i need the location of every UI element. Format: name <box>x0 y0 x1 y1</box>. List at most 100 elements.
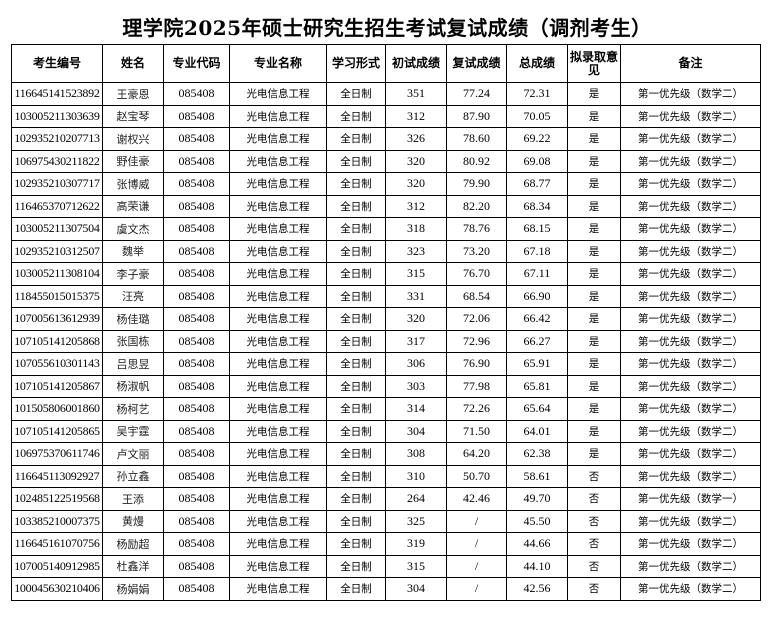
cell-admission-decision: 否 <box>567 554 621 578</box>
cell-prelim-score: 304 <box>385 577 447 601</box>
cell-major-code: 085408 <box>163 149 230 173</box>
cell-admission-decision: 是 <box>567 419 621 443</box>
cell-major-code: 085408 <box>163 307 230 331</box>
cell-retest-score: 68.54 <box>446 284 507 308</box>
table-row: 116645141523892 王豪恩 085408 光电信息工程 全日制 351 77.2… <box>11 82 761 106</box>
cell-name: 王豪恩 <box>102 82 164 106</box>
cell-total-score: 70.05 <box>506 104 568 128</box>
cell-admission-decision: 是 <box>567 82 621 106</box>
cell-remarks: 第一优先级（数学二） <box>620 194 761 218</box>
table-row: 116645113092927 孙立鑫 085408 光电信息工程 全日制 310 50.7… <box>11 464 761 488</box>
header-row: 考生编号 姓名 专业代码 专业名称 学习形式 初试成绩 复试成绩 总成绩 拟录取意见 备注 <box>11 44 761 83</box>
cell-major-code: 085408 <box>163 577 230 601</box>
cell-total-score: 42.56 <box>506 577 568 601</box>
cell-study-mode: 全日制 <box>326 127 386 151</box>
table-row: 107005613612939 杨佳璐 085408 光电信息工程 全日制 320 72.0… <box>11 307 761 331</box>
cell-retest-score: 72.26 <box>446 397 507 421</box>
cell-name: 虞文杰 <box>102 217 164 241</box>
cell-total-score: 66.90 <box>506 284 568 308</box>
cell-name: 吕思昱 <box>102 352 164 376</box>
cell-retest-score: 80.92 <box>446 149 507 173</box>
cell-prelim-score: 319 <box>385 532 447 556</box>
cell-major-name: 光电信息工程 <box>229 532 327 556</box>
cell-admission-decision: 否 <box>567 532 621 556</box>
cell-candidate-id: 107005140912985 <box>11 554 103 578</box>
cell-study-mode: 全日制 <box>326 464 386 488</box>
cell-remarks: 第一优先级（数学二） <box>620 284 761 308</box>
cell-total-score: 45.50 <box>506 509 568 533</box>
cell-study-mode: 全日制 <box>326 104 386 128</box>
cell-major-code: 085408 <box>163 262 230 286</box>
cell-admission-decision: 否 <box>567 464 621 488</box>
cell-total-score: 44.66 <box>506 532 568 556</box>
cell-name: 杨佳璐 <box>102 307 164 331</box>
table-row: 101505806001860 杨柯艺 085408 光电信息工程 全日制 314 72.2… <box>11 397 761 421</box>
cell-total-score: 69.08 <box>506 149 568 173</box>
header-name: 姓名 <box>102 44 164 83</box>
cell-name: 杜鑫洋 <box>102 554 164 578</box>
cell-retest-score: 77.24 <box>446 82 507 106</box>
cell-major-code: 085408 <box>163 239 230 263</box>
cell-major-name: 光电信息工程 <box>229 554 327 578</box>
table-row: 100045630210406 杨娟娟 085408 光电信息工程 全日制 304/42.… <box>11 577 761 601</box>
header-retest-score: 复试成绩 <box>446 44 507 83</box>
cell-prelim-score: 320 <box>385 149 447 173</box>
cell-remarks: 第一优先级（数学二） <box>620 374 761 398</box>
cell-prelim-score: 314 <box>385 397 447 421</box>
cell-candidate-id: 106975430211822 <box>11 149 103 173</box>
cell-prelim-score: 315 <box>385 554 447 578</box>
cell-candidate-id: 103005211307504 <box>11 217 103 241</box>
cell-prelim-score: 308 <box>385 442 447 466</box>
cell-remarks: 第一优先级（数学二） <box>620 149 761 173</box>
header-candidate-id: 考生编号 <box>11 44 103 83</box>
cell-study-mode: 全日制 <box>326 329 386 353</box>
cell-remarks: 第一优先级（数学二） <box>620 262 761 286</box>
cell-name: 卢文丽 <box>102 442 164 466</box>
cell-prelim-score: 310 <box>385 464 447 488</box>
cell-study-mode: 全日制 <box>326 487 386 511</box>
header-total-score: 总成绩 <box>506 44 568 83</box>
cell-remarks: 第一优先级（数学二） <box>620 172 761 196</box>
cell-major-name: 光电信息工程 <box>229 464 327 488</box>
cell-remarks: 第一优先级（数学二） <box>620 577 761 601</box>
cell-total-score: 65.64 <box>506 397 568 421</box>
cell-study-mode: 全日制 <box>326 194 386 218</box>
cell-study-mode: 全日制 <box>326 374 386 398</box>
cell-study-mode: 全日制 <box>326 149 386 173</box>
cell-retest-score: / <box>446 532 507 556</box>
header-study-mode: 学习形式 <box>326 44 386 83</box>
cell-total-score: 44.10 <box>506 554 568 578</box>
cell-admission-decision: 是 <box>567 329 621 353</box>
cell-major-code: 085408 <box>163 554 230 578</box>
cell-retest-score: 82.20 <box>446 194 507 218</box>
table-row: 102935210312507 魏举 085408 光电信息工程 全日制 323 73.20… <box>11 239 761 263</box>
cell-remarks: 第一优先级（数学二） <box>620 307 761 331</box>
cell-major-name: 光电信息工程 <box>229 127 327 151</box>
cell-candidate-id: 107105141205867 <box>11 374 103 398</box>
cell-total-score: 66.42 <box>506 307 568 331</box>
header-major-name: 专业名称 <box>229 44 327 83</box>
cell-major-code: 085408 <box>163 82 230 106</box>
cell-name: 野佳豪 <box>102 149 164 173</box>
cell-name: 杨娟娟 <box>102 577 164 601</box>
cell-retest-score: 73.20 <box>446 239 507 263</box>
cell-major-code: 085408 <box>163 442 230 466</box>
cell-major-code: 085408 <box>163 374 230 398</box>
cell-total-score: 69.22 <box>506 127 568 151</box>
cell-candidate-id: 107005613612939 <box>11 307 103 331</box>
cell-major-name: 光电信息工程 <box>229 239 327 263</box>
cell-study-mode: 全日制 <box>326 82 386 106</box>
cell-major-code: 085408 <box>163 172 230 196</box>
cell-major-name: 光电信息工程 <box>229 329 327 353</box>
cell-prelim-score: 312 <box>385 104 447 128</box>
header-major-code: 专业代码 <box>163 44 230 83</box>
cell-major-name: 光电信息工程 <box>229 217 327 241</box>
cell-total-score: 49.70 <box>506 487 568 511</box>
cell-candidate-id: 107105141205865 <box>11 419 103 443</box>
cell-prelim-score: 264 <box>385 487 447 511</box>
cell-candidate-id: 102935210307717 <box>11 172 103 196</box>
cell-retest-score: 78.76 <box>446 217 507 241</box>
table-row: 106975430211822 野佳豪 085408 光电信息工程 全日制 320 80.9… <box>11 149 761 173</box>
cell-major-name: 光电信息工程 <box>229 104 327 128</box>
cell-study-mode: 全日制 <box>326 217 386 241</box>
